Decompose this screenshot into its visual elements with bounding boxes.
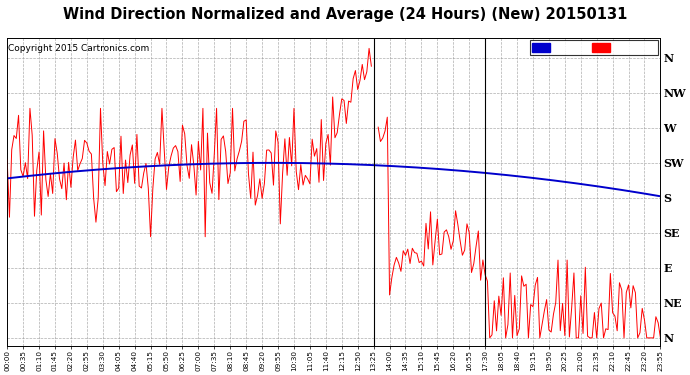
Text: Copyright 2015 Cartronics.com: Copyright 2015 Cartronics.com [8, 45, 149, 54]
Legend: Average, Direction: Average, Direction [530, 40, 658, 55]
Text: Wind Direction Normalized and Average (24 Hours) (New) 20150131: Wind Direction Normalized and Average (2… [63, 8, 627, 22]
